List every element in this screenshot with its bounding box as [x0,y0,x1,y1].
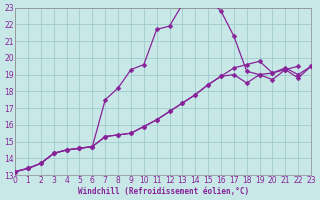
X-axis label: Windchill (Refroidissement éolien,°C): Windchill (Refroidissement éolien,°C) [77,187,249,196]
